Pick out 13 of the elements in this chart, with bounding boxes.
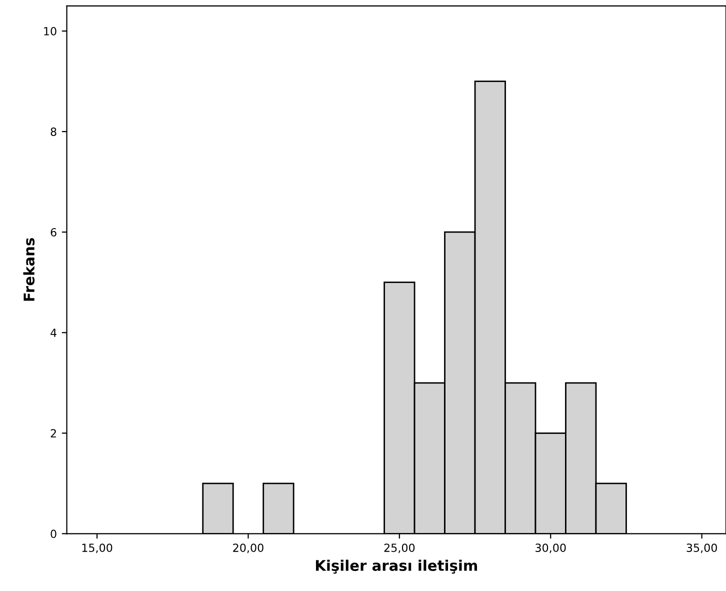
x-axis-title: Kişiler arası iletişim: [316, 560, 477, 574]
y-tick-label: 10: [44, 27, 56, 36]
x-tick-label: 35,00: [686, 544, 717, 554]
x-tick-label: 15,00: [82, 544, 112, 554]
x-tick-label: 25,00: [384, 544, 415, 554]
y-tick-label: 2: [50, 429, 56, 438]
y-tick-label: 6: [50, 228, 56, 236]
x-tick-label: 30,00: [536, 544, 566, 554]
y-tick-label: 4: [50, 328, 56, 337]
x-tick-label: 20,00: [233, 544, 264, 554]
y-tick-label: 0: [50, 530, 56, 538]
y-axis-title: Frekans: [23, 238, 35, 301]
y-tick-label: 8: [50, 128, 56, 136]
